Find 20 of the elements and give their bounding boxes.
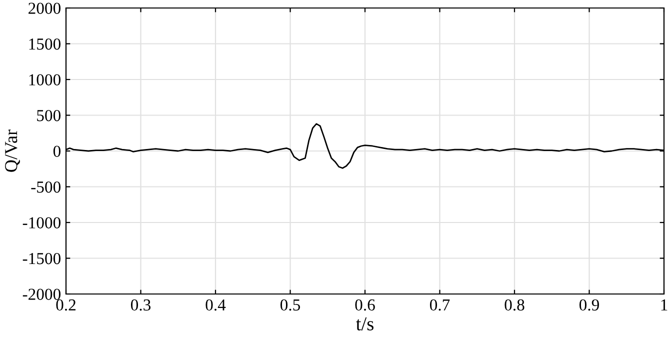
y-tick-label: 1500 (29, 38, 61, 50)
y-tick-label: 0 (53, 146, 61, 157)
y-tick-label: -1000 (22, 217, 61, 228)
y-tick-label: -500 (31, 181, 61, 193)
x-tick-label: 1 (661, 299, 668, 310)
y-tick-label: -2000 (22, 288, 61, 300)
y-tick-label: 2000 (28, 2, 61, 14)
y-axis-title: Q/Var (5, 130, 20, 172)
x-tick-label: 0.9 (579, 299, 599, 311)
x-tick-label: 0.3 (130, 299, 151, 311)
x-tick-label: 0.7 (430, 299, 450, 311)
y-tick-label: 1000 (29, 74, 61, 86)
y-tick-label: 500 (37, 110, 61, 122)
x-axis-title: t/s (356, 317, 374, 330)
y-tick-label: -1500 (22, 252, 61, 264)
x-tick-label: 0.2 (56, 299, 76, 311)
x-tick-label: 0.5 (280, 299, 300, 311)
x-tick-label: 0.8 (504, 299, 524, 311)
x-tick-label: 0.4 (206, 299, 226, 311)
x-tick-label: 0.6 (355, 299, 375, 311)
